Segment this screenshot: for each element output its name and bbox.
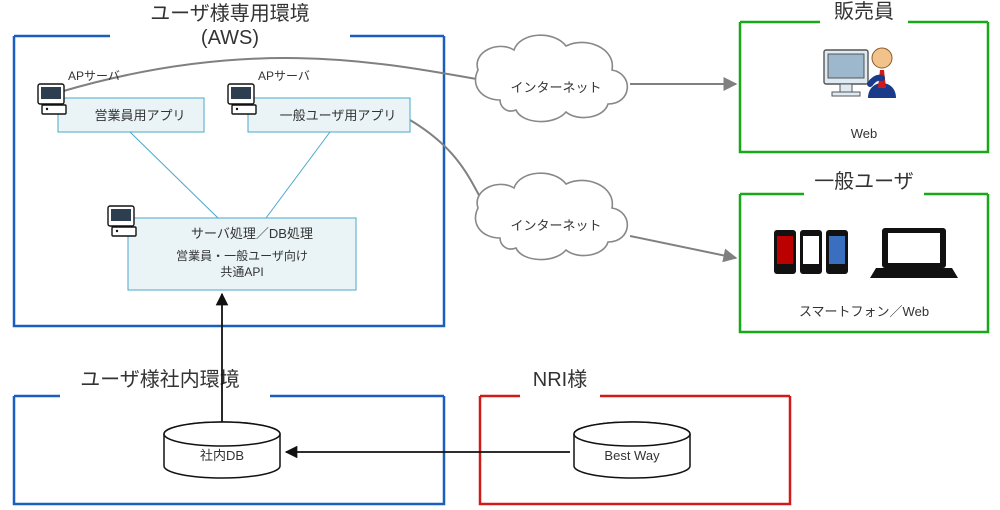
node-ap2: APサーバ 一般ユーザ用アプリ: [228, 69, 410, 132]
node-ap1: APサーバ 営業員用アプリ: [38, 69, 204, 132]
sales-illustration: [824, 48, 896, 98]
aws-title-1: ユーザ様専用環境: [150, 2, 310, 25]
sales-title: 販売員: [834, 0, 894, 23]
srv-label-1: サーバ処理／DB処理: [191, 226, 313, 241]
db-nri-label: Best Way: [604, 448, 660, 463]
db-internal-label: 社内DB: [200, 448, 244, 463]
srv-label-3: 共通API: [220, 265, 263, 279]
node-srv: サーバ処理／DB処理 営業員・一般ユーザ向け 共通API: [108, 206, 356, 290]
computer-icon: [108, 206, 136, 236]
db-nri: Best Way: [574, 422, 690, 478]
aws-title-2: (AWS): [201, 27, 259, 49]
link-ap2-cloud2: [410, 120, 486, 208]
db-internal: 社内DB: [164, 422, 280, 478]
cloud-1-label: インターネット: [510, 80, 601, 95]
smartphone-icon: [826, 230, 848, 274]
smartphone-icon: [774, 230, 796, 274]
computer-icon: [228, 84, 256, 114]
nri-title: NRI様: [533, 368, 587, 391]
link-cloud2-general: [630, 236, 736, 258]
link-ap1-srv: [130, 132, 218, 218]
cloud-2: インターネット: [475, 173, 627, 259]
link-ap2-srv: [266, 132, 330, 218]
general-title: 一般ユーザ: [814, 170, 914, 193]
smartphone-icon: [800, 230, 822, 274]
cloud-1: インターネット: [475, 35, 627, 121]
sales-sub: Web: [851, 126, 878, 141]
srv-label-2: 営業員・一般ユーザ向け: [176, 248, 308, 263]
general-sub: スマートフォン／Web: [799, 304, 929, 319]
ap2-label: 一般ユーザ用アプリ: [280, 108, 397, 123]
ap1-small: APサーバ: [68, 69, 120, 83]
ap2-small: APサーバ: [258, 69, 310, 83]
internal-title: ユーザ様社内環境: [80, 368, 240, 391]
ap1-label: 営業員用アプリ: [94, 108, 185, 123]
laptop-icon: [870, 228, 958, 278]
computer-icon: [38, 84, 66, 114]
general-illustration: [774, 228, 958, 278]
cloud-2-label: インターネット: [510, 218, 601, 233]
